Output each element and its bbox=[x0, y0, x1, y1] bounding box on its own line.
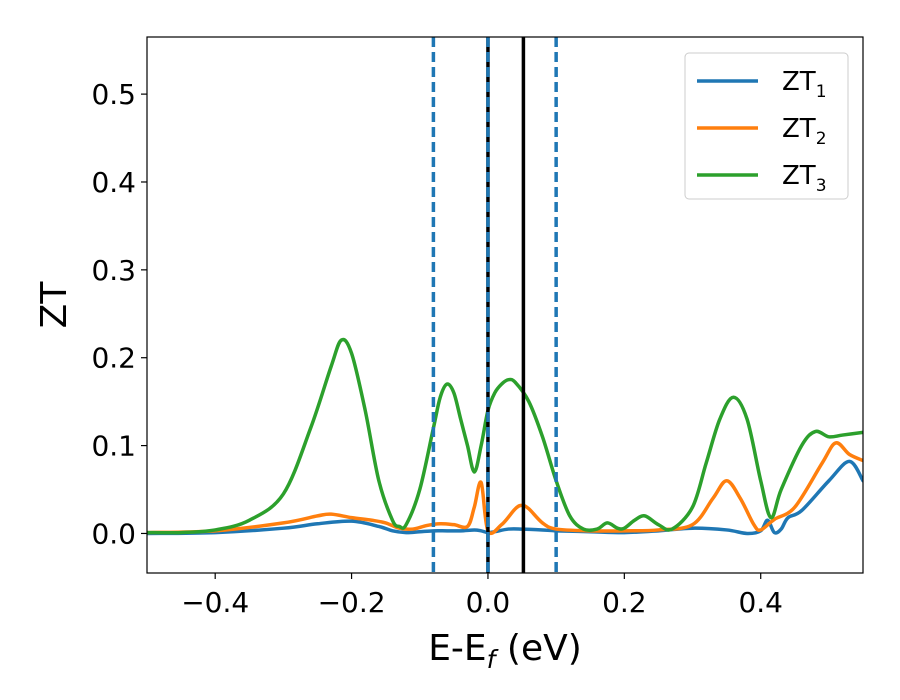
y-tick-label: 0.4 bbox=[91, 166, 136, 199]
x-tick-label: −0.4 bbox=[181, 586, 249, 619]
y-tick-label: 0.1 bbox=[91, 430, 136, 463]
axes-frame bbox=[146, 36, 864, 574]
x-tick-label: 0.0 bbox=[466, 586, 511, 619]
x-tick-label: 0.2 bbox=[602, 586, 647, 619]
legend-label-1: ZT1 bbox=[782, 67, 827, 102]
series-line-2 bbox=[147, 441, 863, 536]
x-tick-label: −0.2 bbox=[318, 586, 386, 619]
legend-box bbox=[684, 52, 849, 200]
x-label-base: E-E bbox=[428, 628, 486, 669]
axes-border bbox=[146, 36, 864, 574]
x-axis-label: E-Ef (eV) bbox=[428, 628, 582, 674]
series-line-3 bbox=[147, 337, 863, 535]
y-tick-label: 0.2 bbox=[91, 342, 136, 375]
legend-label-3: ZT3 bbox=[782, 161, 827, 196]
x-tick-label: 0.4 bbox=[738, 586, 783, 619]
axis-ticks: −0.4 −0.2 0.0 0.2 0.4 0.0 0.1 0.2 0.3 0.4 0.5 bbox=[91, 78, 783, 619]
y-tick-label: 0.0 bbox=[91, 517, 136, 550]
legend: ZT1 ZT2 ZT3 bbox=[684, 52, 849, 200]
y-axis-label: ZT bbox=[34, 281, 75, 329]
y-tick-label: 0.3 bbox=[91, 254, 136, 287]
x-label-unit: (eV) bbox=[495, 628, 581, 669]
legend-label-2: ZT2 bbox=[782, 114, 827, 149]
plot-area bbox=[147, 37, 863, 573]
y-tick-label: 0.5 bbox=[91, 78, 136, 111]
